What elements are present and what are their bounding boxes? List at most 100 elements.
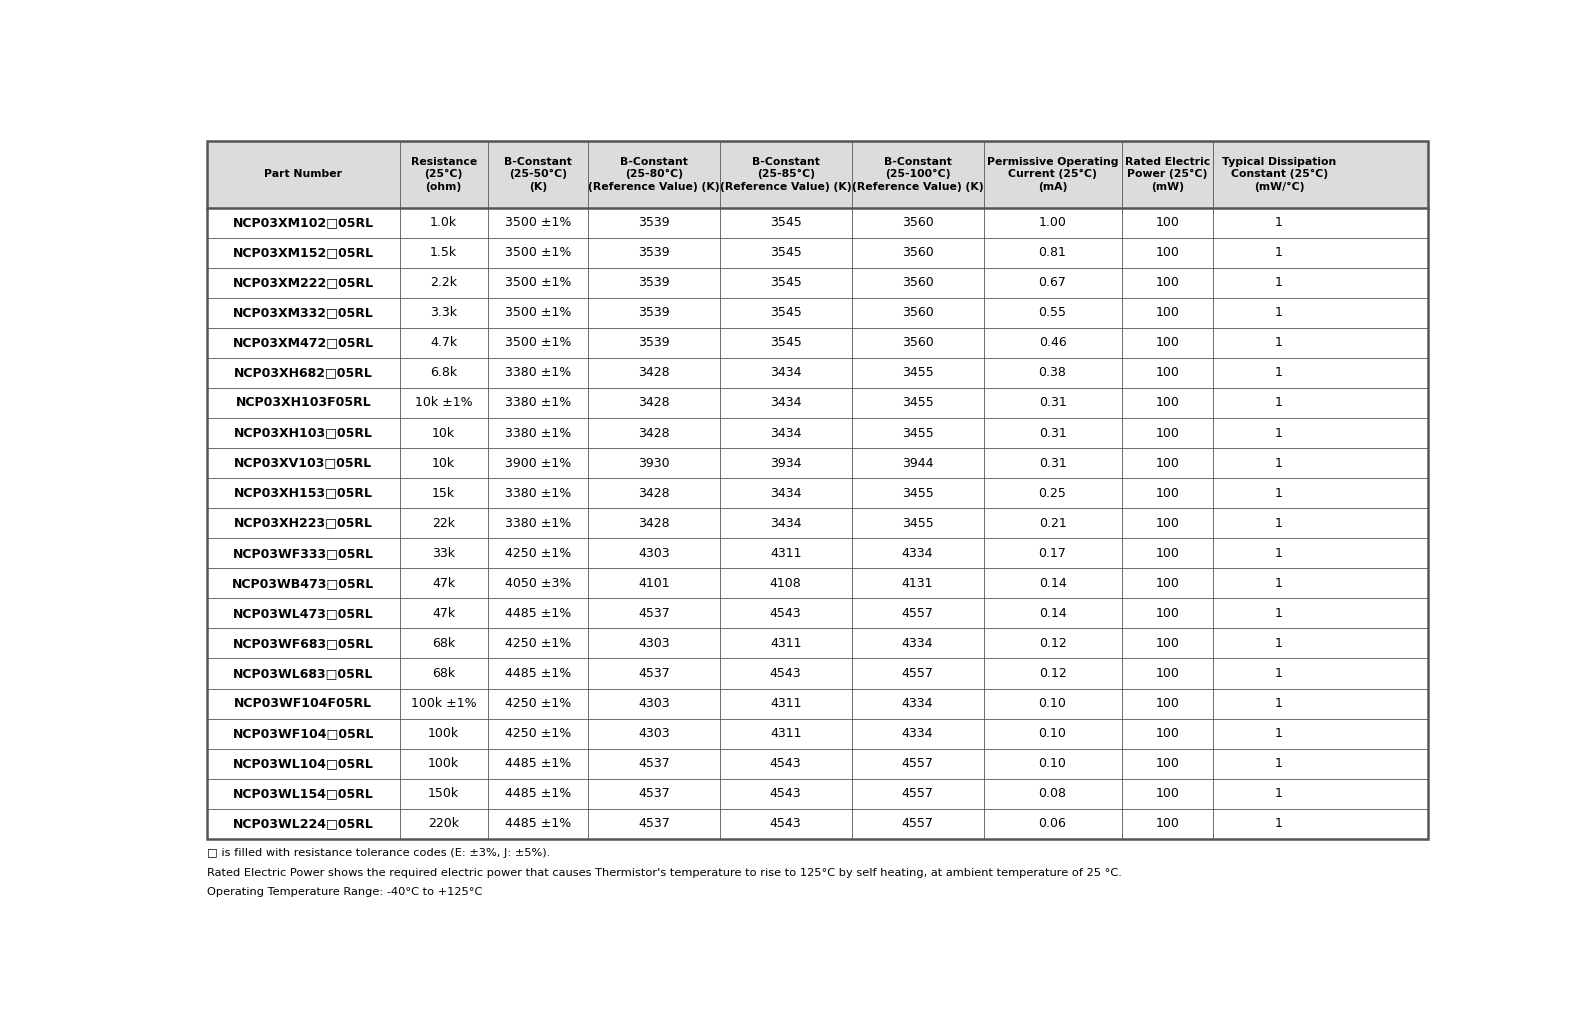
- Text: NCP03WL683□05RL: NCP03WL683□05RL: [233, 667, 373, 680]
- Text: NCP03XM472□05RL: NCP03XM472□05RL: [233, 337, 373, 350]
- Text: 4537: 4537: [638, 757, 670, 771]
- Bar: [207, 538, 1428, 568]
- Text: 100: 100: [1155, 306, 1179, 319]
- Text: 100: 100: [1155, 246, 1179, 260]
- Text: NCP03XM152□05RL: NCP03XM152□05RL: [233, 246, 373, 260]
- Text: 3545: 3545: [770, 246, 802, 260]
- Text: 1: 1: [1274, 366, 1282, 379]
- Text: 3545: 3545: [770, 306, 802, 319]
- Text: 3.3k: 3.3k: [431, 306, 458, 319]
- Text: 3380 ±1%: 3380 ±1%: [504, 366, 571, 379]
- Text: NCP03XM102□05RL: NCP03XM102□05RL: [233, 216, 373, 229]
- Text: 4108: 4108: [770, 577, 802, 590]
- Text: 0.10: 0.10: [1038, 757, 1067, 771]
- Text: NCP03WF333□05RL: NCP03WF333□05RL: [233, 547, 373, 560]
- Text: Typical Dissipation
Constant (25°C)
(mW/°C): Typical Dissipation Constant (25°C) (mW/…: [1222, 157, 1337, 192]
- Text: 3428: 3428: [638, 396, 670, 410]
- Text: 3545: 3545: [770, 337, 802, 350]
- Text: 3545: 3545: [770, 216, 802, 229]
- Text: 0.14: 0.14: [1038, 577, 1067, 590]
- Text: 100: 100: [1155, 637, 1179, 650]
- Text: 1: 1: [1274, 456, 1282, 469]
- Text: 3455: 3455: [901, 517, 933, 529]
- Text: 0.46: 0.46: [1038, 337, 1067, 350]
- Text: 4311: 4311: [770, 637, 801, 650]
- Text: 3500 ±1%: 3500 ±1%: [504, 246, 571, 260]
- Text: 0.31: 0.31: [1038, 396, 1067, 410]
- Text: NCP03XH682□05RL: NCP03XH682□05RL: [234, 366, 373, 379]
- Text: B-Constant
(25-80°C)
(Reference Value) (K): B-Constant (25-80°C) (Reference Value) (…: [589, 157, 719, 192]
- Text: NCP03XH103□05RL: NCP03XH103□05RL: [234, 427, 373, 439]
- Bar: [207, 141, 1428, 208]
- Text: 3380 ±1%: 3380 ±1%: [504, 487, 571, 500]
- Text: 100: 100: [1155, 577, 1179, 590]
- Text: 3434: 3434: [770, 427, 801, 439]
- Text: 1.00: 1.00: [1038, 216, 1067, 229]
- Text: Permissive Operating
Current (25°C)
(mA): Permissive Operating Current (25°C) (mA): [987, 157, 1118, 192]
- Text: 4.7k: 4.7k: [431, 337, 458, 350]
- Text: 0.14: 0.14: [1038, 606, 1067, 620]
- Text: 4557: 4557: [901, 787, 933, 800]
- Text: 10k: 10k: [432, 456, 455, 469]
- Text: 4485 ±1%: 4485 ±1%: [504, 817, 571, 830]
- Bar: [207, 598, 1428, 629]
- Text: 0.21: 0.21: [1038, 517, 1067, 529]
- Text: 15k: 15k: [432, 487, 455, 500]
- Text: 1: 1: [1274, 487, 1282, 500]
- Text: 10k: 10k: [432, 427, 455, 439]
- Text: 68k: 68k: [432, 667, 455, 680]
- Bar: [207, 658, 1428, 689]
- Bar: [207, 418, 1428, 448]
- Text: B-Constant
(25-100°C)
(Reference Value) (K): B-Constant (25-100°C) (Reference Value) …: [852, 157, 984, 192]
- Text: 3428: 3428: [638, 517, 670, 529]
- Text: NCP03WB473□05RL: NCP03WB473□05RL: [233, 577, 375, 590]
- Text: 0.12: 0.12: [1038, 667, 1067, 680]
- Text: NCP03WF104F05RL: NCP03WF104F05RL: [234, 697, 372, 710]
- Text: 1: 1: [1274, 337, 1282, 350]
- Text: 100: 100: [1155, 517, 1179, 529]
- Text: 4557: 4557: [901, 817, 933, 830]
- Text: NCP03WL473□05RL: NCP03WL473□05RL: [233, 606, 373, 620]
- Text: 4050 ±3%: 4050 ±3%: [504, 577, 571, 590]
- Text: 100: 100: [1155, 427, 1179, 439]
- Text: 4303: 4303: [638, 727, 670, 740]
- Text: 100: 100: [1155, 757, 1179, 771]
- Text: 4543: 4543: [770, 606, 802, 620]
- Text: Part Number: Part Number: [265, 169, 343, 179]
- Text: 4311: 4311: [770, 727, 801, 740]
- Bar: [207, 479, 1428, 508]
- Bar: [207, 508, 1428, 538]
- Text: 3434: 3434: [770, 487, 801, 500]
- Text: 0.10: 0.10: [1038, 727, 1067, 740]
- Text: 3455: 3455: [901, 396, 933, 410]
- Text: 100: 100: [1155, 606, 1179, 620]
- Text: 0.31: 0.31: [1038, 427, 1067, 439]
- Text: 1.5k: 1.5k: [431, 246, 458, 260]
- Text: 1: 1: [1274, 216, 1282, 229]
- Bar: [207, 568, 1428, 598]
- Text: □ is filled with resistance tolerance codes (E: ±3%, J: ±5%).: □ is filled with resistance tolerance co…: [207, 848, 550, 858]
- Text: 0.55: 0.55: [1038, 306, 1067, 319]
- Text: 3560: 3560: [901, 216, 933, 229]
- Text: NCP03WL104□05RL: NCP03WL104□05RL: [233, 757, 373, 771]
- Text: 1: 1: [1274, 817, 1282, 830]
- Text: 4334: 4334: [901, 547, 933, 560]
- Text: 4303: 4303: [638, 697, 670, 710]
- Text: 3500 ±1%: 3500 ±1%: [504, 337, 571, 350]
- Text: 1: 1: [1274, 276, 1282, 289]
- Text: 4334: 4334: [901, 697, 933, 710]
- Text: B-Constant
(25-50°C)
(K): B-Constant (25-50°C) (K): [504, 157, 571, 192]
- Text: 150k: 150k: [427, 787, 459, 800]
- Text: Operating Temperature Range: -40°C to +125°C: Operating Temperature Range: -40°C to +1…: [207, 887, 482, 897]
- Bar: [207, 719, 1428, 748]
- Text: 3428: 3428: [638, 487, 670, 500]
- Text: 0.17: 0.17: [1038, 547, 1067, 560]
- Text: NCP03WF104□05RL: NCP03WF104□05RL: [233, 727, 373, 740]
- Text: 4537: 4537: [638, 787, 670, 800]
- Text: 33k: 33k: [432, 547, 455, 560]
- Text: 4557: 4557: [901, 606, 933, 620]
- Text: B-Constant
(25-85°C)
(Reference Value) (K): B-Constant (25-85°C) (Reference Value) (…: [719, 157, 852, 192]
- Text: 3428: 3428: [638, 366, 670, 379]
- Text: 3500 ±1%: 3500 ±1%: [504, 276, 571, 289]
- Text: 0.25: 0.25: [1038, 487, 1067, 500]
